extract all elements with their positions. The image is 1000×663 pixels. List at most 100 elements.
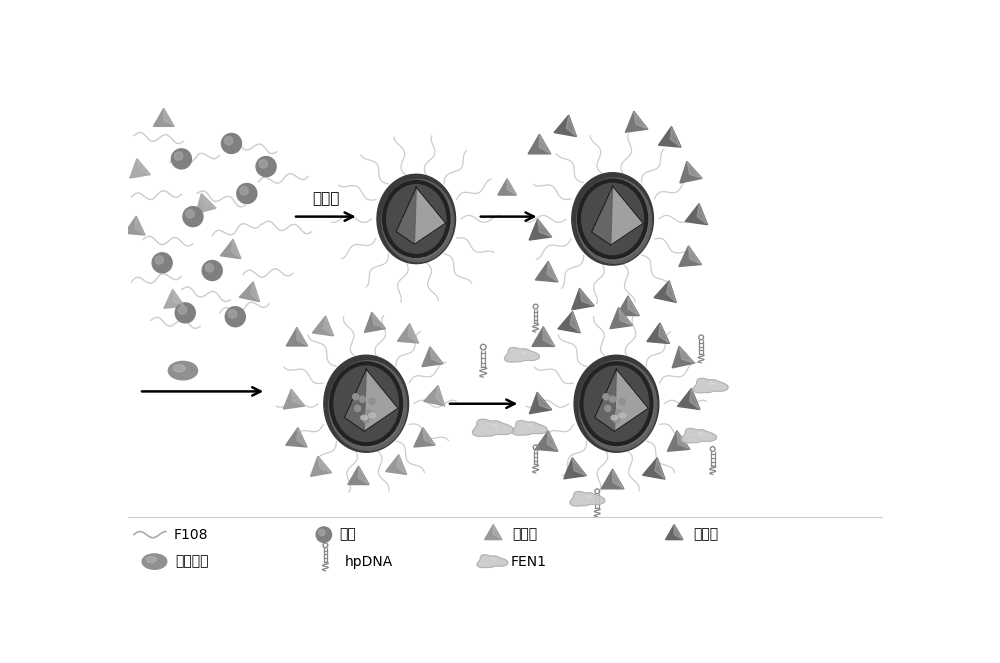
Polygon shape [130, 158, 150, 178]
Polygon shape [485, 524, 502, 540]
Polygon shape [424, 385, 445, 406]
Polygon shape [231, 240, 240, 259]
Polygon shape [312, 316, 334, 336]
Polygon shape [196, 194, 216, 213]
Circle shape [353, 394, 359, 400]
Polygon shape [601, 469, 624, 489]
Polygon shape [153, 109, 174, 127]
Polygon shape [677, 432, 689, 449]
Polygon shape [625, 111, 648, 133]
Circle shape [183, 207, 203, 227]
Polygon shape [591, 186, 613, 245]
Polygon shape [436, 386, 444, 405]
Polygon shape [666, 282, 676, 302]
Polygon shape [397, 324, 419, 343]
Polygon shape [528, 425, 533, 428]
Circle shape [171, 149, 191, 169]
Polygon shape [634, 112, 647, 129]
Polygon shape [491, 424, 497, 427]
Text: 靶向肽: 靶向肽 [693, 528, 719, 542]
Polygon shape [689, 247, 701, 265]
Polygon shape [594, 369, 616, 432]
Circle shape [256, 156, 276, 176]
Circle shape [152, 253, 172, 273]
Ellipse shape [385, 183, 448, 255]
Polygon shape [674, 525, 682, 540]
Ellipse shape [338, 426, 394, 437]
Circle shape [354, 405, 361, 412]
Ellipse shape [582, 365, 650, 443]
Polygon shape [358, 467, 369, 484]
Polygon shape [655, 459, 664, 479]
Polygon shape [685, 204, 708, 225]
Polygon shape [679, 246, 701, 267]
Circle shape [186, 210, 194, 218]
Ellipse shape [611, 415, 618, 420]
Circle shape [221, 133, 241, 153]
Polygon shape [344, 369, 398, 432]
Text: 硅源: 硅源 [339, 528, 356, 542]
Text: 环己烷: 环己烷 [512, 528, 538, 542]
Polygon shape [654, 281, 676, 302]
Polygon shape [591, 186, 643, 245]
Ellipse shape [579, 181, 648, 260]
Circle shape [228, 310, 237, 318]
Polygon shape [677, 389, 700, 410]
Polygon shape [538, 219, 551, 237]
Circle shape [174, 152, 183, 160]
Polygon shape [594, 369, 648, 432]
Polygon shape [137, 159, 150, 174]
Polygon shape [528, 134, 551, 154]
Polygon shape [586, 496, 591, 498]
Ellipse shape [579, 361, 657, 450]
Polygon shape [297, 328, 307, 345]
Ellipse shape [146, 556, 156, 563]
Polygon shape [493, 525, 501, 540]
Polygon shape [477, 555, 508, 568]
Polygon shape [430, 347, 443, 363]
Circle shape [240, 186, 248, 195]
Polygon shape [397, 455, 406, 474]
Polygon shape [566, 116, 576, 136]
Polygon shape [423, 428, 435, 445]
Polygon shape [220, 239, 241, 259]
Ellipse shape [580, 182, 645, 256]
Ellipse shape [173, 365, 185, 372]
Polygon shape [286, 328, 308, 346]
Ellipse shape [574, 355, 659, 452]
Polygon shape [547, 432, 557, 451]
Text: hpDNA: hpDNA [345, 554, 393, 569]
Circle shape [155, 256, 164, 265]
Polygon shape [164, 109, 174, 126]
Polygon shape [697, 204, 707, 224]
Ellipse shape [338, 371, 394, 436]
Polygon shape [580, 289, 593, 306]
Ellipse shape [361, 415, 368, 420]
Ellipse shape [582, 184, 644, 255]
Ellipse shape [586, 188, 640, 250]
Circle shape [613, 417, 620, 423]
Ellipse shape [577, 178, 651, 263]
Polygon shape [283, 389, 304, 409]
Polygon shape [532, 327, 555, 346]
Text: 化学药物: 化学药物 [175, 554, 209, 569]
Polygon shape [666, 524, 683, 540]
Polygon shape [409, 324, 418, 343]
Circle shape [205, 263, 214, 272]
Polygon shape [414, 428, 435, 447]
Circle shape [366, 410, 372, 416]
Ellipse shape [619, 413, 626, 418]
Polygon shape [667, 431, 690, 452]
Polygon shape [535, 431, 558, 452]
Circle shape [259, 160, 268, 168]
Ellipse shape [329, 361, 407, 450]
Polygon shape [572, 288, 594, 310]
Polygon shape [643, 458, 665, 479]
Ellipse shape [142, 554, 167, 570]
Circle shape [363, 417, 369, 423]
Polygon shape [570, 312, 580, 332]
Ellipse shape [335, 367, 399, 441]
Polygon shape [617, 296, 639, 316]
Ellipse shape [588, 371, 644, 436]
Polygon shape [558, 312, 580, 333]
